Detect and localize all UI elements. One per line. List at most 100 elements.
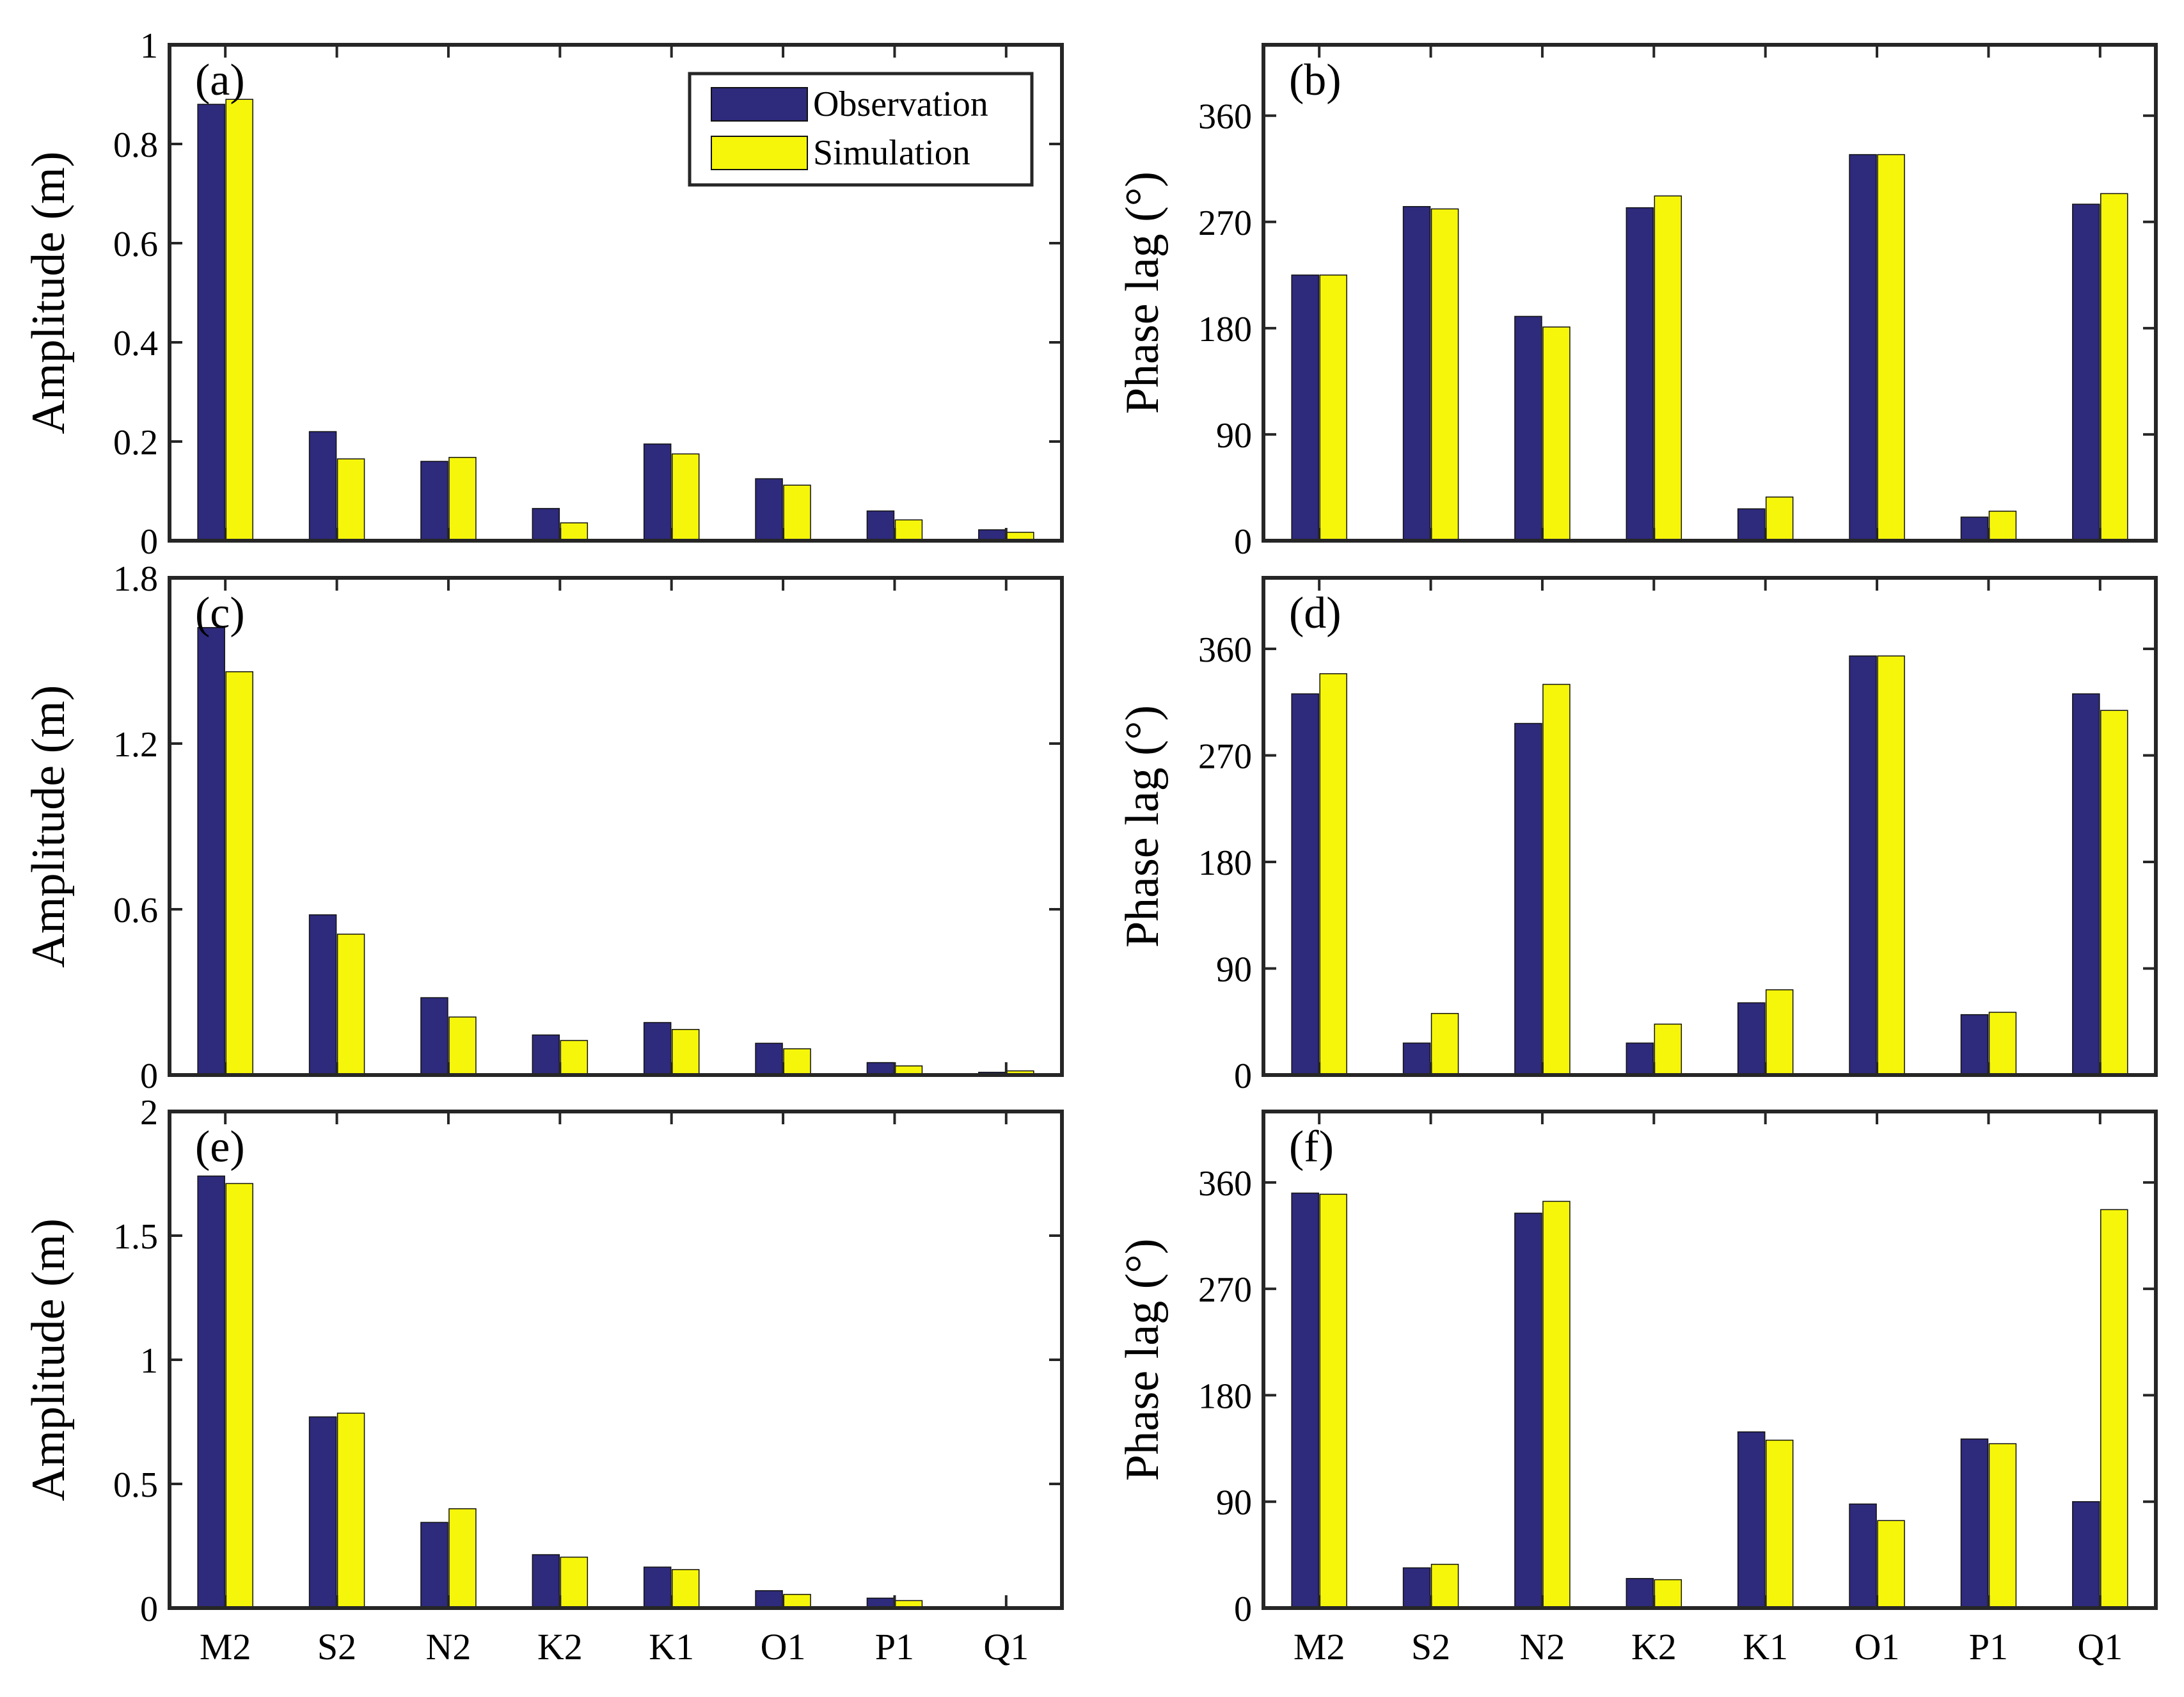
bar-a-observation-n2: [420, 461, 448, 541]
bar-d-simulation-k1: [1765, 989, 1794, 1076]
bar-b-simulation-q1: [2100, 193, 2128, 541]
bar-e-observation-k1: [643, 1566, 672, 1609]
bar-f-simulation-n2: [1542, 1200, 1571, 1609]
ytick-label-a: 0: [140, 522, 158, 562]
ytick-label-a: 0.8: [113, 125, 158, 165]
bar-a-simulation-s2: [336, 458, 365, 541]
bar-f-observation-q1: [2072, 1501, 2100, 1609]
bar-b-simulation-s2: [1430, 208, 1459, 541]
bar-b-observation-s2: [1402, 206, 1431, 541]
ytick-label-d: 180: [1198, 843, 1252, 883]
bar-f-simulation-k1: [1765, 1439, 1794, 1609]
ytick-label-f: 360: [1198, 1164, 1252, 1204]
panel-label-d: (d): [1289, 589, 1341, 638]
bar-a-observation-o1: [755, 478, 783, 541]
ytick-label-b: 270: [1198, 203, 1252, 243]
xtick-label-f: Q1: [2077, 1626, 2123, 1668]
xtick-label-e: Q1: [983, 1626, 1029, 1668]
bar-b-simulation-o1: [1877, 154, 1905, 541]
ytick-label-e: 1.5: [113, 1217, 158, 1257]
ytick-label-f: 270: [1198, 1270, 1252, 1310]
ytick-label-c: 1.8: [113, 559, 158, 599]
legend: Observation Simulation: [688, 72, 1034, 187]
xtick-label-e: O1: [761, 1626, 806, 1668]
xtick-label-e: P1: [875, 1626, 914, 1668]
ytick-label-e: 1: [140, 1341, 158, 1381]
bar-b-observation-k1: [1737, 508, 1766, 541]
ylabel-e: Amplitude (m): [22, 1218, 75, 1501]
ytick-label-e: 2: [140, 1093, 158, 1133]
ytick-label-a: 1: [140, 26, 158, 66]
bar-e-simulation-n2: [448, 1508, 477, 1609]
panel-label-c: (c): [195, 589, 245, 638]
xtick-label-f: K2: [1631, 1626, 1677, 1668]
panel-label-a: (a): [195, 56, 245, 105]
bar-f-simulation-o1: [1877, 1520, 1905, 1609]
bar-b-observation-m2: [1291, 275, 1319, 541]
ytick-label-d: 360: [1198, 630, 1252, 670]
bar-e-simulation-k1: [671, 1569, 700, 1609]
ytick-label-a: 0.4: [113, 324, 158, 363]
bar-d-observation-m2: [1291, 693, 1319, 1076]
bar-f-simulation-q1: [2100, 1209, 2128, 1609]
bar-d-simulation-p1: [1988, 1012, 2017, 1076]
ytick-label-d: 270: [1198, 737, 1252, 777]
bar-b-simulation-k2: [1654, 195, 1682, 541]
axes-frame-c: [168, 576, 1064, 1077]
bar-c-simulation-k1: [671, 1029, 700, 1076]
xtick-label-e: K1: [649, 1626, 694, 1668]
chart-panel-c: 0 0.6 1.2 1.8 Amplitude (m) (c): [22, 559, 1064, 1096]
chart-panel-a: 0 0.2 0.4 0.6 0.8 1 Amplitude (m) (a) Observatio…: [22, 26, 1064, 562]
ytick-label-d: 0: [1234, 1056, 1252, 1096]
bar-f-observation-m2: [1291, 1192, 1319, 1609]
bar-a-simulation-p1: [894, 519, 923, 541]
legend-label-simulation: Simulation: [813, 133, 970, 173]
bar-e-observation-k2: [532, 1554, 560, 1609]
ytick-label-a: 0.6: [113, 225, 158, 264]
ytick-label-e: 0: [140, 1589, 158, 1629]
bar-d-simulation-o1: [1877, 655, 1905, 1076]
ytick-label-e: 0.5: [113, 1465, 158, 1505]
bar-c-simulation-s2: [336, 934, 365, 1076]
bar-b-simulation-n2: [1542, 326, 1571, 541]
bar-d-observation-n2: [1514, 722, 1542, 1076]
axes-frame-d: [1262, 576, 2158, 1077]
bar-f-simulation-p1: [1988, 1443, 2017, 1609]
bar-f-observation-k2: [1626, 1578, 1654, 1609]
bar-a-observation-s2: [308, 431, 337, 541]
legend-label-observation: Observation: [813, 84, 988, 124]
bar-b-observation-n2: [1514, 315, 1542, 541]
bar-d-simulation-k2: [1654, 1023, 1682, 1076]
ytick-label-a: 0.2: [113, 423, 158, 463]
bar-c-simulation-k2: [560, 1040, 589, 1076]
bar-a-observation-k2: [532, 507, 560, 541]
bar-c-observation-k1: [643, 1022, 672, 1076]
xtick-label-e: N2: [425, 1626, 471, 1668]
bar-e-simulation-k2: [560, 1556, 589, 1609]
bar-a-simulation-k2: [560, 522, 589, 541]
bar-a-observation-p1: [866, 510, 895, 541]
bar-b-simulation-m2: [1319, 275, 1347, 541]
bar-d-simulation-q1: [2100, 710, 2128, 1076]
bar-e-observation-n2: [420, 1522, 448, 1609]
bar-a-simulation-o1: [783, 484, 811, 541]
bar-c-observation-k2: [532, 1034, 560, 1076]
bar-f-observation-k1: [1737, 1431, 1766, 1609]
bar-b-observation-o1: [1849, 154, 1877, 541]
bar-d-observation-o1: [1849, 655, 1877, 1076]
bar-a-simulation-n2: [448, 457, 477, 541]
bar-b-observation-q1: [2072, 203, 2100, 541]
bar-f-simulation-s2: [1430, 1563, 1459, 1609]
ytick-label-b: 90: [1216, 416, 1252, 456]
panel-label-b: (b): [1289, 56, 1341, 105]
bar-c-observation-s2: [308, 914, 337, 1076]
xtick-label-f: K1: [1743, 1626, 1788, 1668]
bar-c-simulation-o1: [783, 1048, 811, 1076]
legend-swatch-simulation: [711, 136, 808, 170]
axes-frame-f: [1262, 1110, 2158, 1610]
bar-a-simulation-m2: [225, 99, 253, 541]
ylabel-b: Phase lag (°): [1116, 171, 1169, 414]
ytick-label-f: 0: [1234, 1589, 1252, 1629]
bar-d-simulation-m2: [1319, 673, 1347, 1076]
bar-c-simulation-n2: [448, 1016, 477, 1076]
